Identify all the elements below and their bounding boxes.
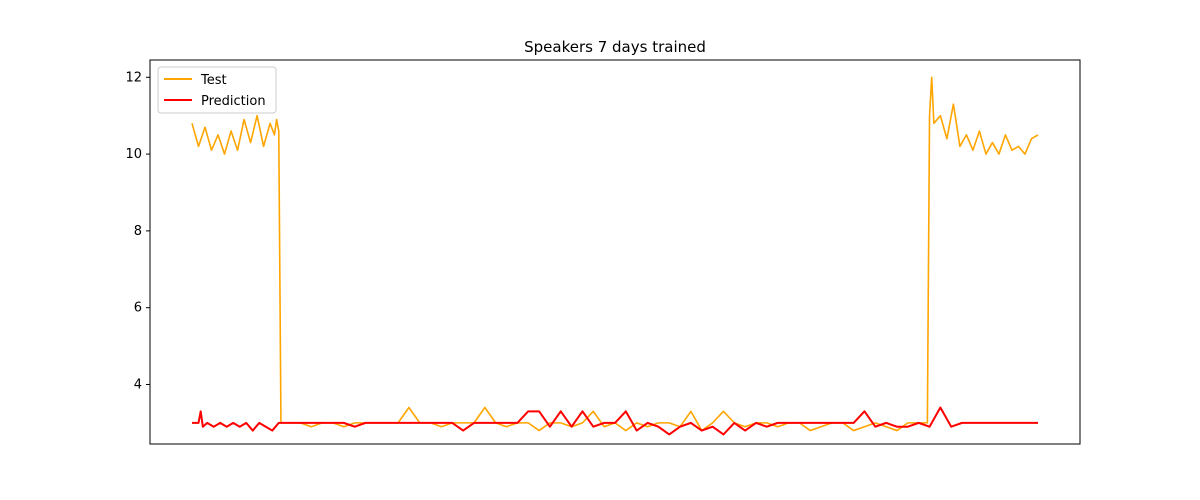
legend-label-test: Test xyxy=(200,73,227,88)
legend-label-prediction: Prediction xyxy=(201,94,266,109)
series-layer xyxy=(191,76,1039,436)
y-tick-label: 12 xyxy=(125,70,142,85)
y-tick-label: 4 xyxy=(134,377,142,392)
legend: Test Prediction xyxy=(157,66,277,114)
y-tick-label: 10 xyxy=(125,147,142,162)
y-tick-label: 6 xyxy=(134,301,142,316)
series-line-test xyxy=(191,76,1039,432)
y-axis: 4 6 8 10 12 xyxy=(125,70,150,392)
series-line-prediction xyxy=(192,406,1038,436)
plot-frame xyxy=(149,59,1081,445)
chart-title: Speakers 7 days trained xyxy=(524,38,706,56)
y-tick-label: 8 xyxy=(134,224,142,239)
